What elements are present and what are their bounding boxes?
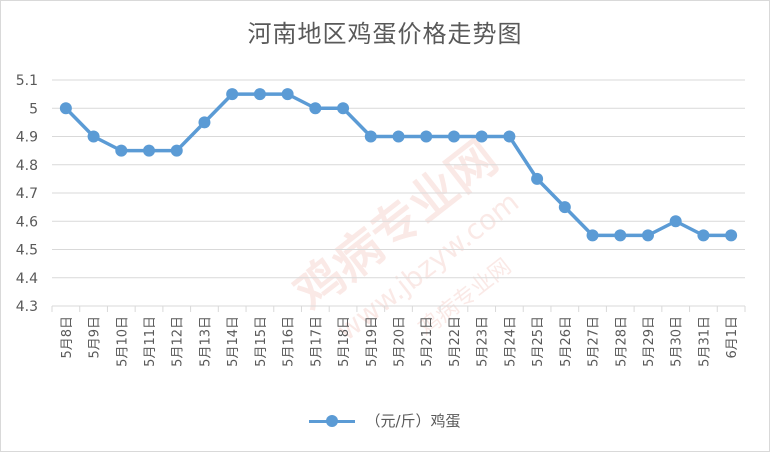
y-tick-label: 4.3 — [16, 299, 38, 315]
x-tick-label: 5月29日 — [642, 316, 657, 367]
gridlines — [51, 79, 746, 312]
x-tick-label: 5月8日 — [60, 316, 75, 359]
data-point — [170, 144, 183, 157]
data-point — [253, 88, 266, 101]
data-point — [586, 229, 599, 242]
data-point — [309, 102, 322, 115]
data-point — [475, 130, 488, 143]
x-tick-label: 5月20日 — [393, 316, 408, 367]
y-tick-label: 4.6 — [16, 214, 38, 230]
data-point — [337, 102, 350, 115]
y-tick-label: 4.5 — [16, 243, 38, 259]
y-tick-label: 5.1 — [16, 73, 38, 89]
data-point — [392, 130, 405, 143]
x-tick-label: 6月1日 — [725, 316, 740, 359]
x-tick-label: 5月22日 — [448, 316, 463, 367]
data-point — [669, 215, 682, 228]
x-tick-label: 5月15日 — [254, 316, 269, 367]
data-point — [87, 130, 100, 143]
x-tick-label: 5月21日 — [420, 316, 435, 367]
x-tick-label: 5月17日 — [309, 316, 324, 367]
data-point — [364, 130, 377, 143]
chart-title: 河南地区鸡蛋价格走势图 — [247, 20, 523, 48]
x-tick-label: 5月10日 — [115, 316, 130, 367]
data-point — [641, 229, 654, 242]
data-point — [59, 102, 72, 115]
data-point — [697, 229, 710, 242]
data-point — [143, 144, 156, 157]
x-tick-label: 5月18日 — [337, 316, 352, 367]
x-axis-ticks: 5月8日 5月9日 5月10日 5月11日 5月12日 5月13日 5月14日 5月15日 5月… — [60, 316, 740, 367]
x-tick-label: 5月11日 — [143, 316, 158, 367]
data-point — [420, 130, 433, 143]
data-point — [198, 116, 211, 129]
legend-marker — [309, 414, 356, 428]
y-tick-label: 5 — [29, 101, 38, 117]
x-tick-label: 5月13日 — [198, 316, 213, 367]
x-tick-label: 5月31日 — [697, 316, 712, 367]
x-tick-label: 5月24日 — [503, 316, 518, 367]
data-point — [558, 201, 571, 214]
y-tick-label: 4.7 — [16, 186, 38, 202]
series-layer — [59, 88, 738, 242]
y-axis-ticks: 4.3 4.4 4.5 4.6 4.7 4.8 4.9 5 5.1 — [16, 73, 38, 315]
x-tick-label: 5月25日 — [531, 316, 546, 367]
data-point — [725, 229, 738, 242]
data-point — [614, 229, 627, 242]
legend: （元/斤）鸡蛋 — [0, 410, 770, 431]
x-tick-label: 5月9日 — [88, 316, 103, 359]
data-point — [503, 130, 516, 143]
x-tick-label: 5月19日 — [365, 316, 380, 367]
x-tick-label: 5月28日 — [614, 316, 629, 367]
data-point — [226, 88, 239, 101]
x-tick-label: 5月26日 — [559, 316, 574, 367]
x-tick-label: 5月23日 — [476, 316, 491, 367]
data-point — [447, 130, 460, 143]
x-tick-label: 5月30日 — [670, 316, 685, 367]
x-tick-label: 5月16日 — [282, 316, 297, 367]
data-point — [281, 88, 294, 101]
x-tick-label: 5月27日 — [587, 316, 602, 367]
y-tick-label: 4.4 — [16, 271, 38, 287]
data-point — [531, 172, 544, 185]
x-tick-label: 5月14日 — [226, 316, 241, 367]
data-point — [115, 144, 128, 157]
legend-label: （元/斤）鸡蛋 — [365, 412, 461, 430]
x-tick-label: 5月12日 — [171, 316, 186, 367]
y-tick-label: 4.8 — [16, 158, 38, 174]
y-tick-label: 4.9 — [16, 130, 38, 146]
